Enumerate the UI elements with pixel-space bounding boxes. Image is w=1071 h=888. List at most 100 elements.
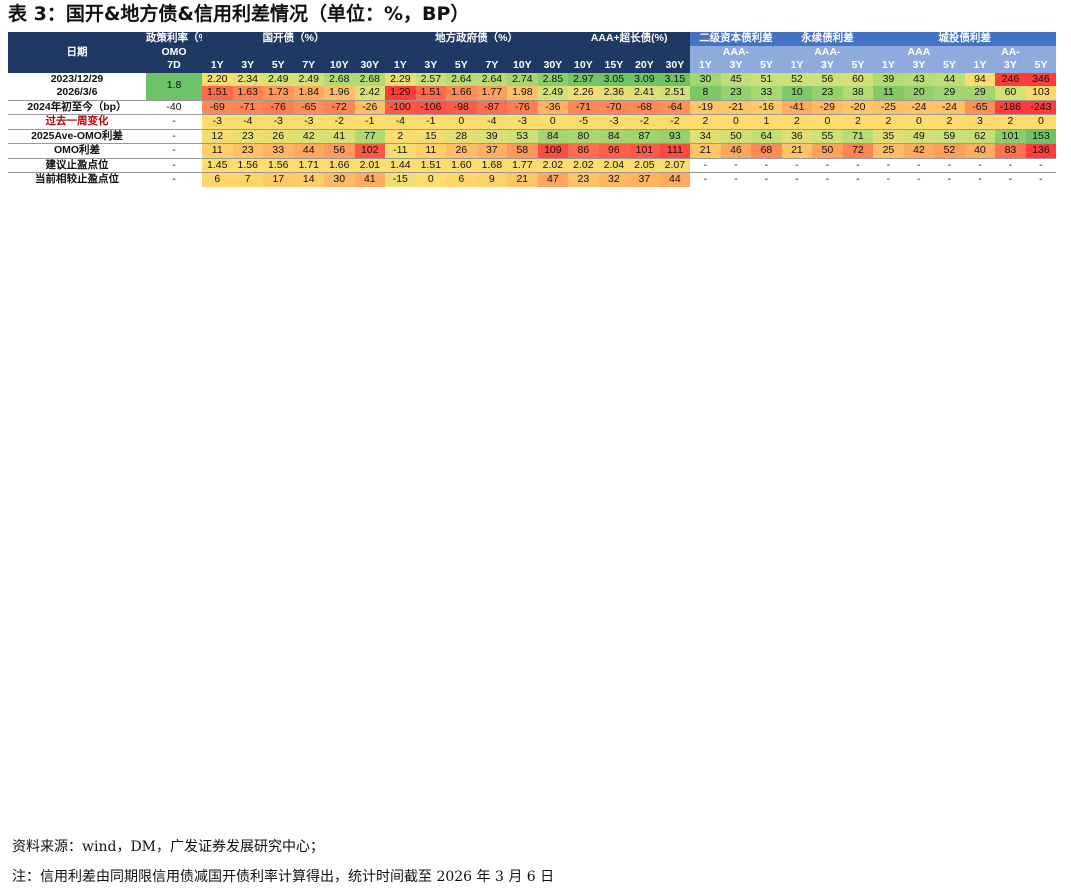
summary-value: 96 bbox=[598, 143, 630, 158]
summary-value: - bbox=[720, 157, 752, 173]
summary-value: -15 bbox=[385, 172, 416, 187]
summary-value: 1.66 bbox=[324, 157, 355, 173]
summary-value: 55 bbox=[812, 128, 843, 144]
summary-value: 14 bbox=[293, 172, 324, 187]
summary-value: - bbox=[781, 172, 813, 187]
summary-value: -2 bbox=[324, 114, 355, 129]
summary-value: -3 bbox=[598, 114, 630, 129]
tenor-label: 3Y bbox=[995, 59, 1026, 73]
summary-value: - bbox=[873, 157, 904, 173]
summary-value: - bbox=[812, 172, 843, 187]
summary-value: 2.02 bbox=[537, 157, 569, 173]
summary-value: - bbox=[934, 172, 965, 187]
summary-policy: - bbox=[146, 172, 202, 187]
summary-value: 26 bbox=[446, 143, 477, 158]
summary-value: - bbox=[964, 157, 996, 173]
tenor-label: 10Y bbox=[568, 59, 599, 73]
summary-value: 87 bbox=[629, 128, 660, 144]
summary-value: 50 bbox=[720, 128, 752, 144]
header-aaa-ultra: AAA+超长债(%) bbox=[568, 32, 691, 46]
summary-value: 36 bbox=[781, 128, 813, 144]
tenor-label: 5Y bbox=[446, 59, 477, 73]
summary-value: 50 bbox=[812, 143, 843, 158]
summary-value: -25 bbox=[873, 99, 904, 115]
summary-value: 6 bbox=[202, 172, 233, 187]
tenor-label: 5Y bbox=[1025, 59, 1057, 73]
summary-value: - bbox=[1025, 172, 1057, 187]
summary-value: -36 bbox=[537, 99, 569, 115]
summary-value: 41 bbox=[354, 172, 386, 187]
summary-value: -24 bbox=[903, 99, 935, 115]
summary-value: 23 bbox=[568, 172, 599, 187]
summary-label: 过去一周变化 bbox=[8, 114, 146, 129]
summary-value: 1.44 bbox=[385, 157, 416, 173]
summary-value: -16 bbox=[751, 99, 782, 115]
row-value: 2.49 bbox=[263, 72, 294, 86]
summary-value: 0 bbox=[720, 114, 752, 129]
row-value: 29 bbox=[934, 86, 965, 100]
row-value: 1.66 bbox=[446, 86, 477, 100]
row-date: 2026/3/6 bbox=[56, 86, 98, 98]
summary-value: -243 bbox=[1025, 99, 1057, 115]
summary-value: - bbox=[812, 157, 843, 173]
row-value: 11 bbox=[873, 86, 904, 100]
summary-value: 1.77 bbox=[507, 157, 538, 173]
summary-value: 33 bbox=[263, 143, 294, 158]
summary-policy: -40 bbox=[146, 99, 202, 115]
row-value: 45 bbox=[720, 72, 752, 86]
tenor-label: 10Y bbox=[324, 59, 355, 73]
table-title: 表 3：国开&地方债&信用利差情况（单位：%，BP） bbox=[8, 3, 470, 25]
row-value: 246 bbox=[995, 72, 1026, 86]
summary-value: -1 bbox=[354, 114, 386, 129]
summary-label: 2025Ave-OMO利差 bbox=[8, 128, 146, 144]
tenor-label: 1Y bbox=[385, 59, 416, 73]
header-tier2: 二级资本债利差 bbox=[690, 32, 782, 46]
summary-value: 15 bbox=[415, 128, 447, 144]
summary-value: 1.56 bbox=[263, 157, 294, 173]
summary-value: 11 bbox=[202, 143, 233, 158]
header-tier2-sub: AAA- bbox=[690, 45, 782, 59]
summary-value: 12 bbox=[202, 128, 233, 144]
summary-row: 2024年初至今（bp） -40 -69 -71 -76 -65 -72 -26 -100 -10… bbox=[8, 99, 1057, 115]
summary-value: 21 bbox=[781, 143, 813, 158]
summary-row: 2025Ave-OMO利差 -12 23 26 42 41 77 2 15 28 39 53 84 80 8… bbox=[8, 128, 1057, 144]
header-lgfv: 城投债利差 bbox=[873, 32, 1057, 46]
summary-value: 56 bbox=[324, 143, 355, 158]
summary-value: - bbox=[903, 172, 935, 187]
row-value: 1.77 bbox=[476, 86, 508, 100]
tenor-label: 1Y bbox=[781, 59, 813, 73]
tenor-label: 7Y bbox=[293, 59, 324, 73]
summary-value: - bbox=[873, 172, 904, 187]
header-perp-sub: AAA- bbox=[781, 45, 874, 59]
summary-value: 30 bbox=[324, 172, 355, 187]
summary-value: -72 bbox=[324, 99, 355, 115]
source-note: 资料来源：wind，DM，广发证券发展研究中心； bbox=[12, 839, 324, 855]
summary-value: 2.04 bbox=[598, 157, 630, 173]
row-value: 33 bbox=[751, 86, 782, 100]
summary-value: 40 bbox=[964, 143, 996, 158]
summary-policy: - bbox=[146, 157, 202, 173]
summary-value: 2.05 bbox=[629, 157, 660, 173]
summary-value: -87 bbox=[476, 99, 508, 115]
summary-value: 35 bbox=[873, 128, 904, 144]
summary-value: 9 bbox=[476, 172, 508, 187]
summary-value: 23 bbox=[232, 128, 263, 144]
summary-value: 58 bbox=[507, 143, 538, 158]
tenor-label: 15Y bbox=[598, 59, 630, 73]
summary-value: -1 bbox=[415, 114, 447, 129]
summary-label: 建议止盈点位 bbox=[8, 157, 146, 173]
summary-value: - bbox=[934, 157, 965, 173]
summary-value: 84 bbox=[537, 128, 569, 144]
summary-value: 0 bbox=[537, 114, 569, 129]
summary-value: -4 bbox=[232, 114, 263, 129]
summary-value: 46 bbox=[720, 143, 752, 158]
header-cdb: 国开债（%） bbox=[202, 32, 386, 46]
summary-value: -4 bbox=[476, 114, 508, 129]
summary-value: 52 bbox=[934, 143, 965, 158]
summary-value: - bbox=[995, 157, 1026, 173]
summary-value: -76 bbox=[263, 99, 294, 115]
summary-value: 0 bbox=[1025, 114, 1057, 129]
summary-value: 2 bbox=[385, 128, 416, 144]
summary-value: - bbox=[690, 172, 721, 187]
summary-value: 2 bbox=[842, 114, 874, 129]
